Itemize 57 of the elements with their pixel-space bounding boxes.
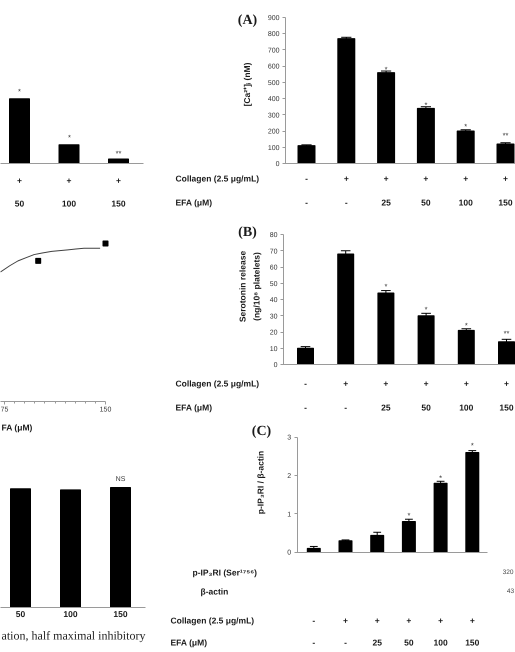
bar [377,292,394,365]
x-tick-label: 100 [62,198,76,208]
bar [416,108,435,164]
category-label: + - [343,378,348,412]
category-label: + - [343,616,348,648]
category-label: + 150 [498,174,513,208]
chart-title: (C) [252,424,272,439]
bar [298,145,316,164]
bar [434,482,448,553]
bar [456,130,475,164]
text: β-actin [200,586,228,596]
category-label: + 100 [458,174,473,208]
category-label: + [116,176,121,186]
bar [297,348,314,365]
chart-title: (A) [238,13,258,28]
category-label: + 25 [372,616,382,648]
category-label: - - [304,378,307,412]
bar [418,315,435,365]
category-label: + 50 [421,378,431,412]
bar [337,254,354,365]
y-axis-title: p-IP₃RI / β-actin [256,450,266,514]
bar [465,452,480,553]
bar [338,540,352,553]
text: ation, half maximal inhibitory [2,628,146,642]
text: Collagen (2.5 μg/mL) EFA (μM) [170,616,254,648]
category-label: + - [344,174,349,208]
category-label: + [66,176,72,186]
category-label: + 100 [434,616,448,648]
bar [337,38,356,164]
category-label: 150 [113,609,128,619]
category-label: - - [312,616,316,648]
bar [458,330,475,365]
bar [370,534,384,553]
category-label: + 50 [404,616,414,648]
category-label: 50 [16,609,26,619]
category-label: + 100 [459,378,474,412]
category-label: + [17,176,22,186]
category-label: + 50 [421,174,431,208]
x-tick-label: 150 [111,198,126,208]
bar [496,144,514,164]
chart-title: (B) [238,225,258,240]
bar [402,521,416,553]
text: Collagen (2.5 μg/mL) EFA (μM) [176,378,260,412]
y-axis-title: Serotonin release (ng/10⁸ platelets) [238,250,262,322]
y-axis-title: [Ca²⁺]ᵢ (nM) [242,62,252,106]
category-label: 100 [63,609,78,619]
x-tick-label: 50 [14,198,24,208]
category-label: + 150 [499,378,514,412]
category-label: + 150 [465,616,480,648]
bar [377,72,396,164]
category-label: + 25 [381,378,391,412]
category-label: + 25 [381,174,391,208]
category-label: - - [305,174,308,208]
x-axis-title: FA (μM) [2,422,33,432]
text: Collagen (2.5 μg/mL) EFA (μM) [176,174,260,208]
bar [498,341,515,365]
text: p-IP₃RI (Ser¹⁷⁵⁶) [192,568,258,578]
